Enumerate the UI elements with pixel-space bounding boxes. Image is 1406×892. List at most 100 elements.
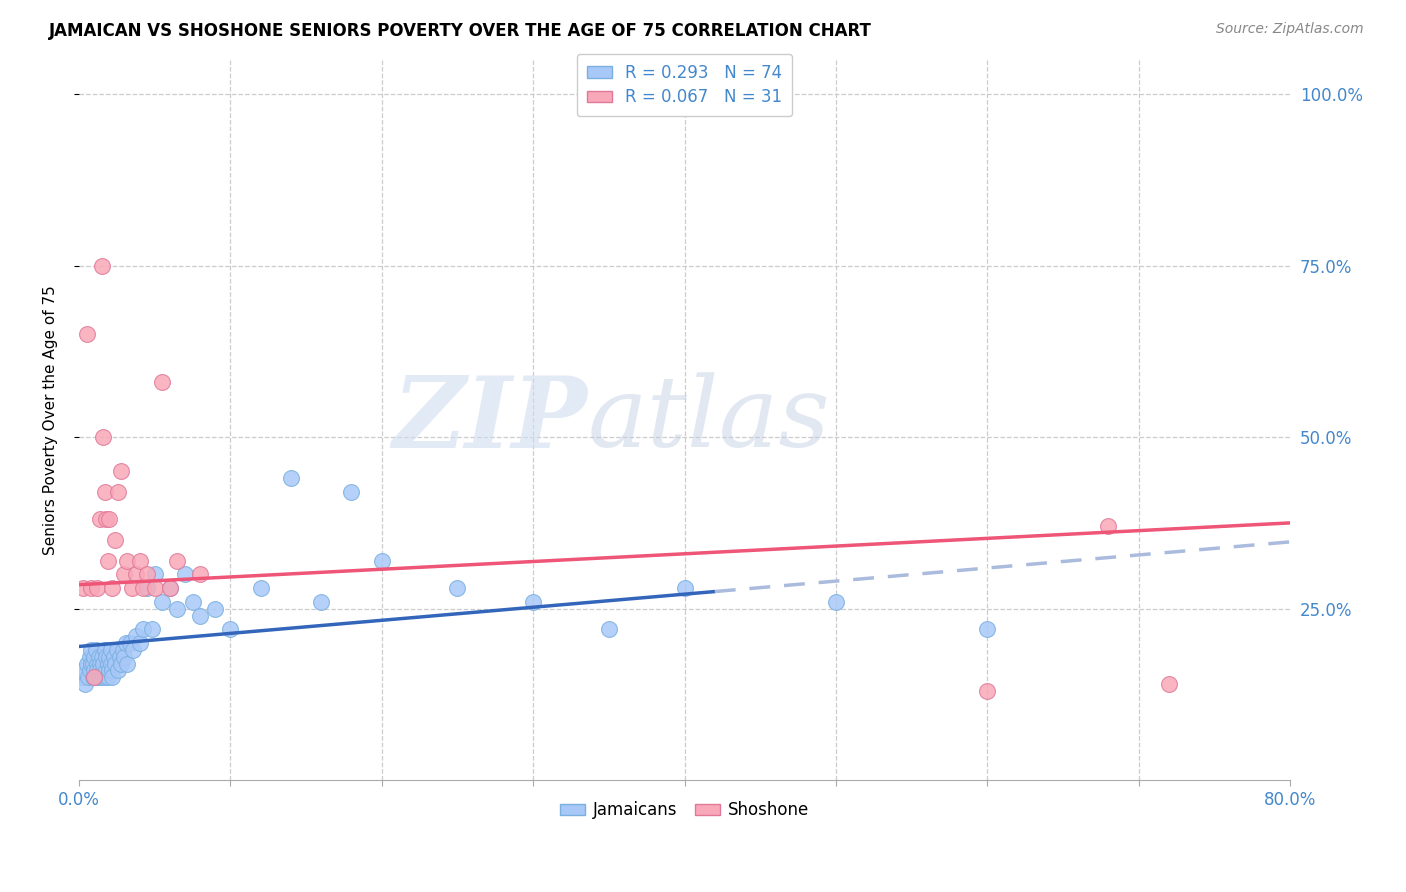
Point — [104, 657, 127, 671]
Point — [80, 657, 103, 671]
Point — [101, 581, 124, 595]
Point — [97, 657, 120, 671]
Point — [90, 259, 112, 273]
Point — [188, 608, 211, 623]
Point — [103, 649, 125, 664]
Point — [97, 554, 120, 568]
Point — [120, 636, 142, 650]
Point — [76, 657, 98, 671]
Text: JAMAICAN VS SHOSHONE SENIORS POVERTY OVER THE AGE OF 75 CORRELATION CHART: JAMAICAN VS SHOSHONE SENIORS POVERTY OVE… — [49, 22, 872, 40]
Y-axis label: Seniors Poverty Over the Age of 75: Seniors Poverty Over the Age of 75 — [44, 285, 58, 555]
Point — [112, 649, 135, 664]
Point — [96, 649, 118, 664]
Point — [105, 643, 128, 657]
Point — [976, 622, 998, 636]
Point — [1097, 519, 1119, 533]
Legend: Jamaicans, Shoshone: Jamaicans, Shoshone — [554, 795, 815, 826]
Point — [280, 471, 302, 485]
Point — [79, 664, 101, 678]
Point — [86, 581, 108, 595]
Point — [150, 375, 173, 389]
Text: Source: ZipAtlas.com: Source: ZipAtlas.com — [1216, 22, 1364, 37]
Point — [100, 657, 122, 671]
Point — [136, 581, 159, 595]
Point — [72, 664, 94, 678]
Point — [93, 485, 115, 500]
Point — [89, 657, 111, 671]
Text: atlas: atlas — [588, 372, 831, 467]
Point — [825, 595, 848, 609]
Point — [87, 670, 110, 684]
Point — [83, 664, 105, 678]
Point — [87, 649, 110, 664]
Point — [166, 554, 188, 568]
Point — [166, 601, 188, 615]
Point — [598, 622, 620, 636]
Point — [89, 664, 111, 678]
Point — [91, 430, 114, 444]
Point — [181, 595, 204, 609]
Point — [83, 649, 105, 664]
Point — [77, 670, 100, 684]
Point — [72, 581, 94, 595]
Point — [159, 581, 181, 595]
Point — [143, 581, 166, 595]
Point — [143, 567, 166, 582]
Point — [76, 327, 98, 342]
Point — [101, 670, 124, 684]
Point — [90, 670, 112, 684]
Point — [128, 636, 150, 650]
Point — [110, 657, 132, 671]
Point — [80, 643, 103, 657]
Point — [340, 485, 363, 500]
Point — [84, 670, 107, 684]
Point — [96, 512, 118, 526]
Point — [371, 554, 394, 568]
Point — [91, 664, 114, 678]
Point — [125, 567, 148, 582]
Point — [86, 657, 108, 671]
Point — [111, 643, 134, 657]
Point — [188, 567, 211, 582]
Point — [128, 554, 150, 568]
Point — [136, 567, 159, 582]
Point — [522, 595, 544, 609]
Point — [80, 581, 103, 595]
Point — [115, 636, 138, 650]
Point — [100, 643, 122, 657]
Point — [98, 664, 121, 678]
Point — [107, 485, 129, 500]
Point — [79, 649, 101, 664]
Point — [249, 581, 271, 595]
Point — [125, 629, 148, 643]
Point — [131, 581, 153, 595]
Point — [150, 595, 173, 609]
Point — [131, 622, 153, 636]
Point — [159, 581, 181, 595]
Point — [73, 677, 96, 691]
Point — [174, 567, 197, 582]
Point — [122, 643, 145, 657]
Point — [204, 601, 226, 615]
Point — [96, 664, 118, 678]
Point — [82, 670, 104, 684]
Point — [673, 581, 696, 595]
Point — [1157, 677, 1180, 691]
Point — [90, 649, 112, 664]
Point — [70, 670, 93, 684]
Text: ZIP: ZIP — [392, 372, 588, 468]
Point — [83, 670, 105, 684]
Point — [98, 512, 121, 526]
Point — [976, 684, 998, 698]
Point — [219, 622, 242, 636]
Point — [86, 664, 108, 678]
Point — [93, 670, 115, 684]
Point — [93, 643, 115, 657]
Point — [104, 533, 127, 547]
Point — [84, 643, 107, 657]
Point — [112, 567, 135, 582]
Point — [97, 670, 120, 684]
Point — [82, 657, 104, 671]
Point — [117, 554, 139, 568]
Point — [309, 595, 332, 609]
